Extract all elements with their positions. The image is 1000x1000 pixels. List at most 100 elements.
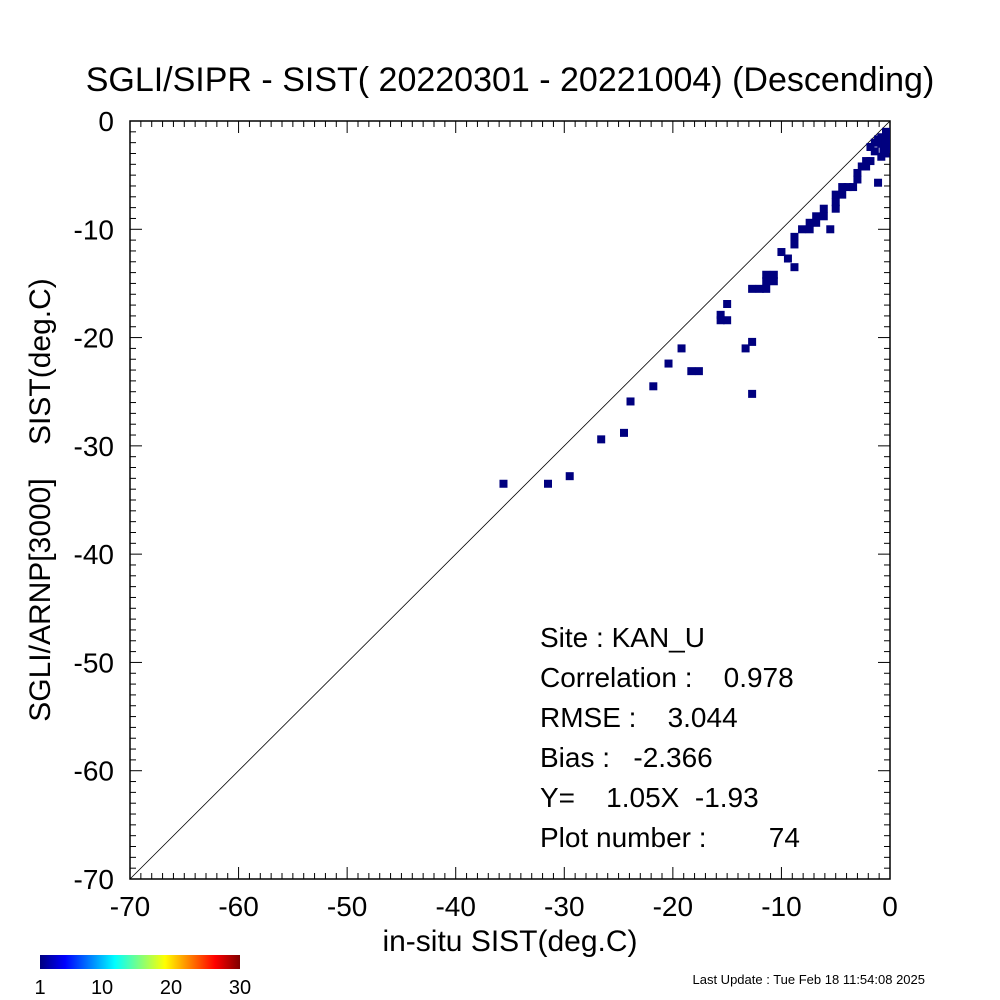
data-point	[819, 204, 828, 213]
colorbar-labels: 1 10 20 30	[34, 977, 251, 999]
data-point	[790, 240, 799, 249]
data-point	[882, 145, 890, 154]
data-point	[843, 183, 852, 192]
y-tick-label: -40	[74, 539, 114, 570]
data-points	[499, 127, 890, 488]
colorbar-tick-label: 30	[229, 977, 251, 999]
x-axis-label: in-situ SIST(deg.C)	[382, 925, 637, 958]
data-point	[881, 149, 890, 158]
data-point	[649, 382, 658, 391]
y-tick-label: -20	[74, 323, 114, 354]
data-point	[831, 198, 840, 207]
data-point	[798, 225, 807, 234]
data-point	[805, 225, 814, 234]
data-point	[882, 138, 890, 147]
data-point	[565, 472, 574, 481]
data-point	[866, 157, 875, 166]
data-point	[819, 212, 828, 221]
y-tick-label: -70	[74, 864, 114, 895]
data-point	[664, 359, 673, 368]
data-point	[831, 204, 840, 213]
data-point	[723, 300, 732, 309]
y-axis-ticks: -70 -60 -50 -40 -30 -20 -10 0	[74, 106, 114, 895]
data-point	[677, 344, 686, 353]
data-point	[838, 190, 847, 199]
data-point	[790, 232, 799, 241]
data-point	[499, 479, 508, 488]
data-point	[790, 263, 799, 272]
data-point	[805, 218, 814, 227]
data-point	[716, 316, 725, 325]
colorbar-tick-label: 20	[160, 977, 182, 999]
x-axis-ticks: -70 -60 -50 -40 -30 -20 -10 0	[110, 891, 898, 922]
data-point	[812, 212, 821, 221]
data-point	[849, 183, 858, 192]
data-point	[769, 277, 778, 286]
stat-line: Site : KAN_U	[540, 622, 705, 653]
data-point	[620, 428, 628, 437]
data-point	[544, 479, 552, 488]
one-to-one-line	[129, 120, 891, 880]
data-point	[862, 157, 871, 166]
x-tick-label: -50	[327, 891, 367, 922]
data-point	[783, 254, 792, 263]
data-point	[866, 142, 875, 151]
x-tick-label: -40	[435, 891, 475, 922]
stat-line: Plot number : 74	[540, 822, 800, 853]
x-tick-label: -30	[544, 891, 584, 922]
data-point	[826, 225, 835, 234]
data-point	[694, 367, 703, 376]
data-point	[748, 389, 757, 398]
data-point	[626, 397, 635, 406]
y-axis-label: SGLI/ARNP[3000] SIST(deg.C)	[24, 278, 57, 722]
colorbar-tick-label: 10	[91, 977, 113, 999]
y-tick-label: -60	[74, 756, 114, 787]
colorbar-tick-label: 1	[34, 977, 45, 999]
x-tick-label: -60	[218, 891, 258, 922]
y-tick-label: -10	[74, 214, 114, 245]
x-tick-label: -20	[653, 891, 693, 922]
data-point	[716, 310, 725, 319]
x-tick-label: -10	[761, 891, 801, 922]
data-point	[874, 178, 883, 187]
colorbar	[40, 955, 240, 969]
data-point	[831, 190, 840, 199]
x-tick-label: -70	[110, 891, 150, 922]
data-point	[853, 168, 862, 177]
last-update-footer: Last Update : Tue Feb 18 11:54:08 2025	[693, 972, 926, 987]
data-point	[862, 162, 871, 171]
data-point	[812, 218, 821, 227]
data-point	[870, 147, 879, 156]
data-point	[769, 270, 778, 279]
stat-line: Bias : -2.366	[540, 742, 713, 773]
data-point	[877, 133, 886, 142]
data-point	[838, 183, 847, 192]
data-point	[762, 270, 771, 279]
stat-line: Y= 1.05X -1.93	[540, 782, 759, 813]
data-point	[748, 337, 757, 346]
data-point	[762, 277, 771, 286]
data-point	[777, 248, 786, 257]
minor-ticks	[129, 120, 891, 880]
data-point	[597, 435, 606, 444]
data-point	[687, 367, 696, 376]
y-tick-label: -50	[74, 647, 114, 678]
data-point	[762, 284, 771, 293]
y-tick-label: 0	[98, 106, 114, 137]
data-point	[723, 316, 732, 325]
chart-title: SGLI/SIPR - SIST( 20220301 - 20221004) (…	[86, 61, 935, 99]
data-point	[755, 284, 764, 293]
data-point	[741, 344, 750, 353]
stat-line: RMSE : 3.044	[540, 702, 738, 733]
data-point	[748, 284, 757, 293]
data-point	[877, 139, 886, 148]
y-tick-label: -30	[74, 431, 114, 462]
stat-line: Correlation : 0.978	[540, 662, 794, 693]
data-point	[877, 152, 886, 161]
data-point	[882, 129, 890, 138]
x-tick-label: 0	[882, 891, 898, 922]
data-point	[857, 162, 866, 171]
stats-box: Site : KAN_U Correlation : 0.978 RMSE : 3.…	[540, 622, 800, 853]
data-point	[853, 175, 862, 184]
